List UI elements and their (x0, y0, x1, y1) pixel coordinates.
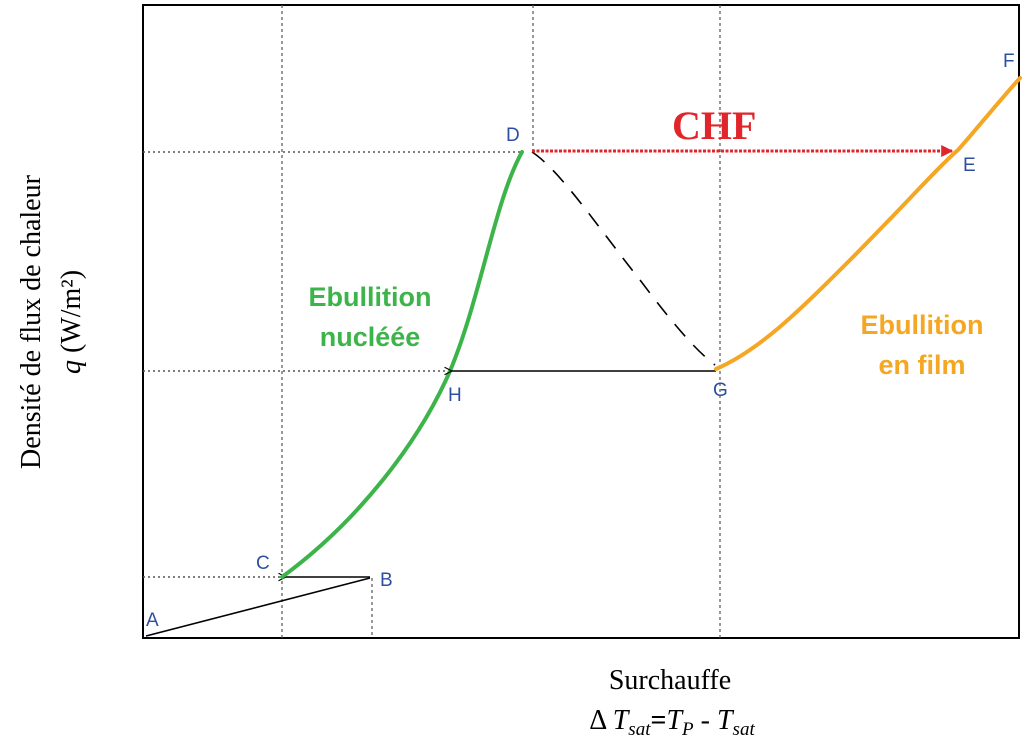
point-label-e: E (963, 155, 976, 176)
x-axis-eq: = (650, 705, 666, 736)
x-axis-sub1: sat (628, 719, 651, 740)
segment-a-b (146, 578, 370, 636)
nucleate-label-line2: nucléée (320, 322, 421, 352)
point-label-f: F (1003, 51, 1015, 72)
y-axis-q: q (56, 360, 87, 374)
y-axis-label-line2: q (W/m²) (56, 270, 87, 374)
nucleate-boiling-curve (282, 152, 522, 577)
point-label-c: C (256, 553, 270, 574)
x-axis-label: Surchauffe Δ Tsat=TP - Tsat (589, 665, 755, 740)
x-axis-delta: Δ (589, 705, 606, 736)
y-axis-label: Densité de flux de chaleur q (W/m²) (16, 174, 87, 469)
x-axis-minus: - (694, 705, 717, 736)
point-label-g: G (713, 380, 728, 401)
point-label-h: H (448, 385, 462, 406)
x-axis-label-line1: Surchauffe (609, 665, 731, 696)
nucleate-label-line1: Ebullition (309, 282, 432, 312)
x-axis-label-line2: Δ Tsat=TP - Tsat (589, 705, 755, 740)
point-label-a: A (146, 610, 159, 631)
film-label-line1: Ebullition (861, 310, 984, 340)
point-label-d: D (506, 125, 520, 146)
y-axis-unit: (W/m²) (56, 270, 87, 360)
x-axis-sub3: sat (733, 719, 756, 740)
x-axis-sub2: P (681, 719, 694, 740)
y-axis-label-line1: Densité de flux de chaleur (16, 174, 47, 469)
point-label-b: B (380, 570, 393, 591)
grid-horizontal (143, 152, 522, 577)
chf-label: CHF (672, 103, 756, 148)
film-label-line2: en film (878, 350, 965, 380)
transition-boiling-curve (532, 152, 715, 365)
